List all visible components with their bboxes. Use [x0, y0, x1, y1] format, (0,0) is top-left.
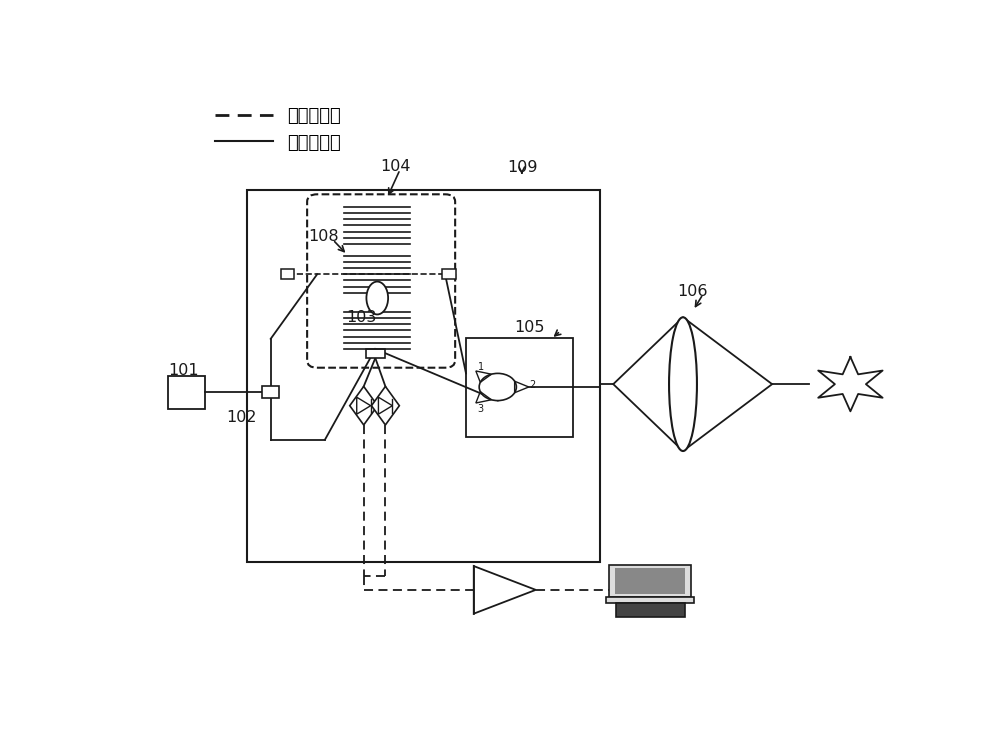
Bar	[609, 565, 691, 597]
Bar	[616, 604, 685, 617]
Text: 3: 3	[478, 403, 484, 414]
Text: 2: 2	[529, 380, 535, 390]
Text: 105: 105	[514, 320, 545, 335]
Bar	[168, 375, 205, 408]
Text: 103: 103	[346, 310, 376, 325]
Bar	[606, 597, 694, 604]
Polygon shape	[474, 566, 536, 614]
Text: 1: 1	[478, 361, 484, 372]
Text: 108: 108	[309, 230, 339, 244]
Polygon shape	[350, 386, 378, 425]
Bar	[262, 386, 279, 398]
Text: 106: 106	[677, 283, 707, 299]
Circle shape	[479, 373, 516, 400]
Bar	[281, 269, 294, 279]
FancyBboxPatch shape	[307, 194, 455, 368]
Text: 101: 101	[168, 363, 199, 378]
Bar	[466, 338, 573, 437]
Bar	[247, 191, 600, 562]
Text: 104: 104	[381, 159, 411, 174]
Polygon shape	[371, 386, 399, 425]
Text: 109: 109	[507, 160, 538, 175]
Ellipse shape	[366, 282, 388, 314]
Text: 102: 102	[226, 409, 256, 425]
Legend: 电路示意线, 光路示意线: 电路示意线, 光路示意线	[208, 100, 348, 159]
Bar	[366, 349, 385, 358]
Bar	[615, 568, 685, 594]
Bar	[442, 269, 456, 279]
Ellipse shape	[669, 317, 697, 451]
